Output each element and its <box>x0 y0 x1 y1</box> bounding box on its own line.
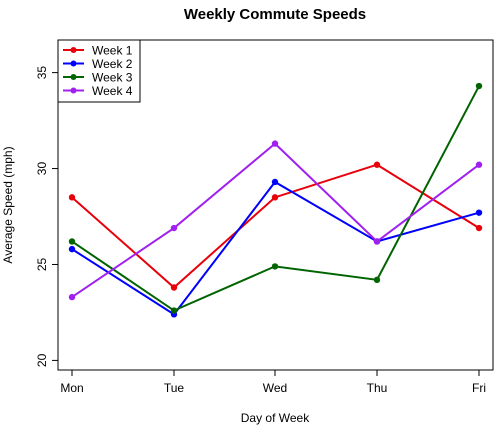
x-tick-label: Tue <box>164 381 185 395</box>
y-tick-label: 25 <box>35 257 49 271</box>
legend-marker <box>70 47 77 53</box>
legend-label: Week 1 <box>92 44 133 58</box>
data-point-week-4 <box>373 238 381 245</box>
y-tick-label: 20 <box>35 353 49 367</box>
x-tick-label: Fri <box>472 381 486 395</box>
data-point-week-3 <box>475 82 483 90</box>
legend-marker <box>70 87 77 94</box>
legend-marker <box>70 74 77 80</box>
y-axis-label: Average Speed (mph) <box>1 146 15 263</box>
data-point-week-4 <box>475 161 483 168</box>
data-point-week-1 <box>475 224 483 232</box>
data-point-week-3 <box>373 276 381 284</box>
data-point-week-1 <box>271 194 279 201</box>
data-point-week-4 <box>170 224 178 232</box>
data-point-week-2 <box>271 178 279 186</box>
legend-label: Week 3 <box>92 71 133 85</box>
data-point-week-1 <box>68 194 76 201</box>
series-layer <box>68 82 483 318</box>
data-point-week-1 <box>170 284 178 291</box>
chart-title: Weekly Commute Speeds <box>184 6 366 23</box>
data-point-week-1 <box>373 161 381 168</box>
x-tick-label: Mon <box>60 381 83 395</box>
data-point-week-4 <box>68 293 76 301</box>
data-point-week-2 <box>475 209 483 216</box>
y-tick-label: 35 <box>35 66 49 80</box>
data-point-week-2 <box>68 245 76 253</box>
axes-layer: Mon Tue Wed Thu Fri 20 25 30 35 <box>35 66 486 395</box>
x-tick-label: Thu <box>367 381 388 395</box>
x-tick-label: Wed <box>263 381 287 395</box>
legend-label: Week 2 <box>92 57 133 71</box>
data-point-week-3 <box>68 238 76 245</box>
legend-marker <box>70 60 77 67</box>
x-axis-label: Day of Week <box>241 411 310 425</box>
data-point-week-3 <box>271 263 279 270</box>
y-tick-label: 30 <box>35 162 49 176</box>
data-point-week-3 <box>170 307 178 314</box>
data-point-week-4 <box>271 140 279 147</box>
legend-label: Week 4 <box>92 84 133 98</box>
series-line-week-4 <box>71 142 480 298</box>
